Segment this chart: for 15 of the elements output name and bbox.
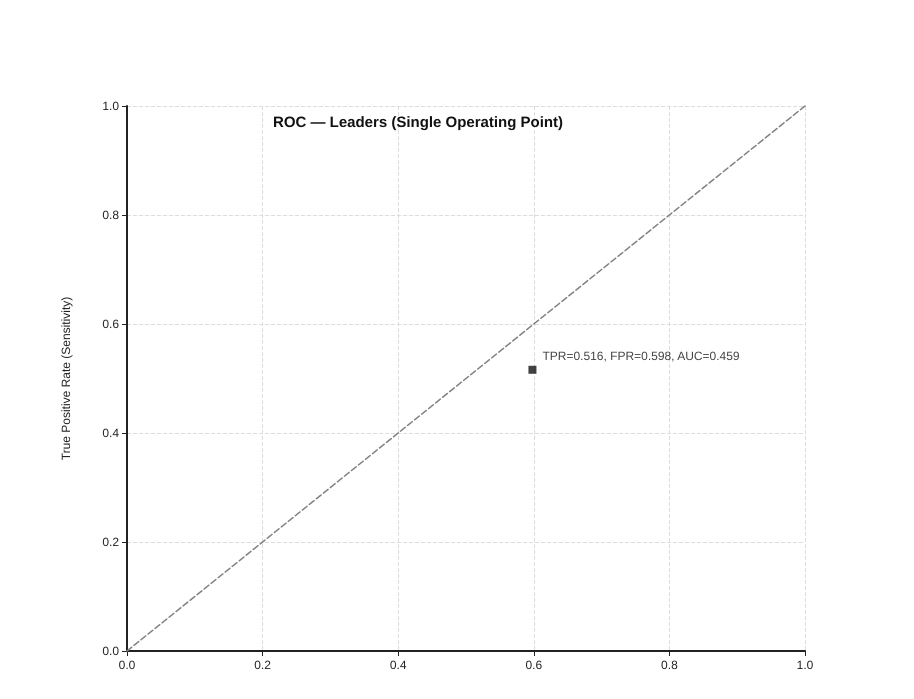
y-tick-label: 0.8 <box>102 208 120 222</box>
y-tick-label: 0.6 <box>102 317 120 331</box>
text: ROC — Leaders (Single Operating Point) <box>273 114 564 131</box>
x-tick-label: 1.0 <box>796 658 814 672</box>
x-tick-label: 0.8 <box>661 658 678 672</box>
annotation: TPR=0.516, FPR=0.598, AUC=0.459 <box>542 348 740 363</box>
y-axis-title: True Positive Rate (Sensitivity) <box>59 296 73 460</box>
x-tick-label: 0.6 <box>525 658 542 672</box>
y-tick-label: 0.0 <box>102 644 120 658</box>
x-tick-label: 0.0 <box>118 658 136 672</box>
x-tick-label: 0.2 <box>254 658 272 672</box>
x-tick-label: 0.4 <box>390 658 407 672</box>
y-tick-label: 0.4 <box>102 426 120 440</box>
y-tick-label: 0.2 <box>102 535 120 549</box>
y-tick-label: 1.0 <box>102 99 120 113</box>
